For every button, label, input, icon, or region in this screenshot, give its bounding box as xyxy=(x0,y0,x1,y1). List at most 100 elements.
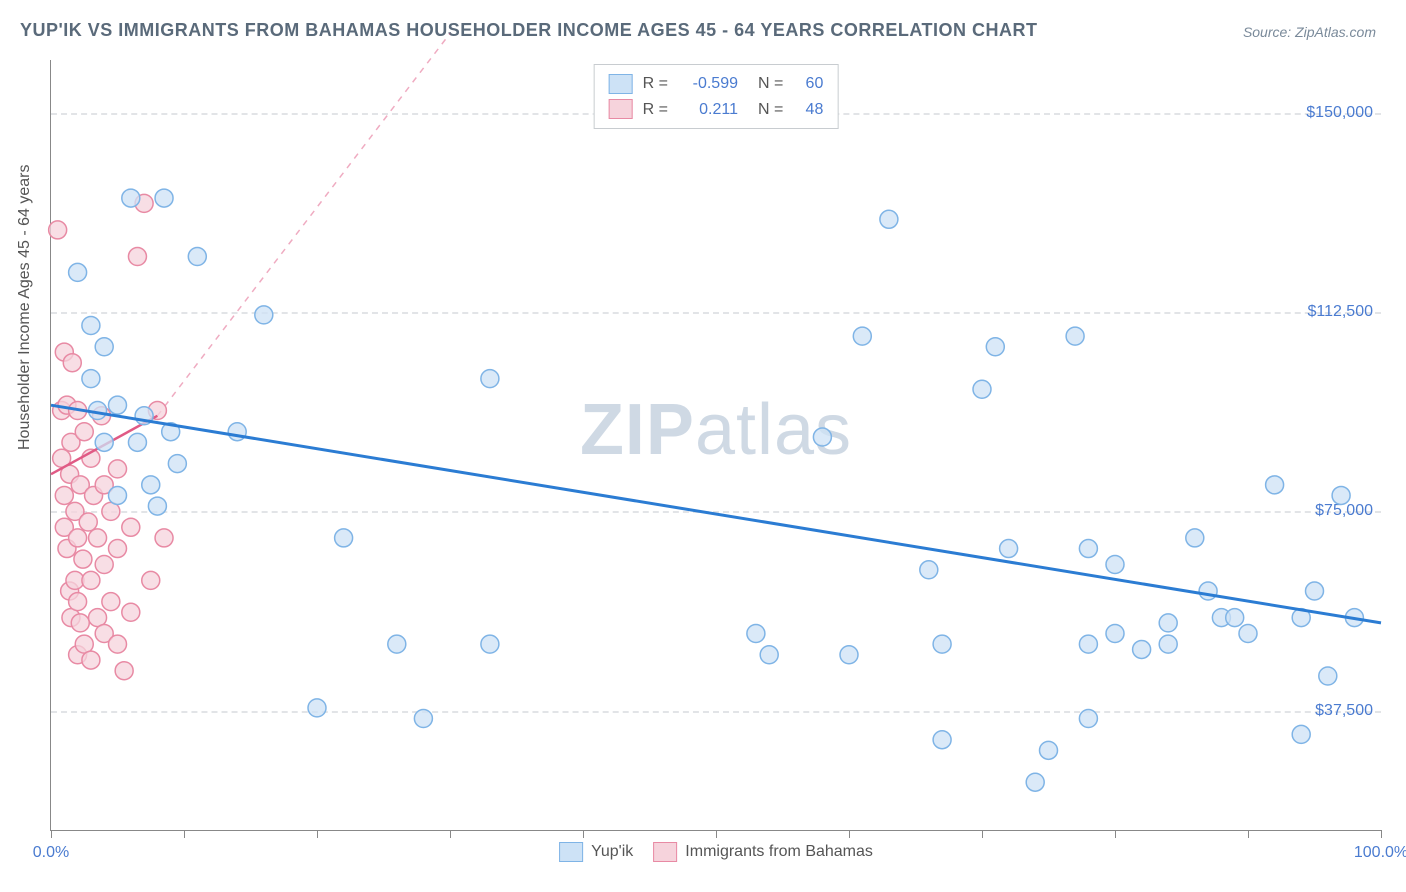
data-point xyxy=(122,603,140,621)
data-point xyxy=(49,221,67,239)
data-point xyxy=(1332,486,1350,504)
data-point xyxy=(813,428,831,446)
data-point xyxy=(82,317,100,335)
legend-swatch xyxy=(559,842,583,862)
data-point xyxy=(155,529,173,547)
data-point xyxy=(74,550,92,568)
x-tick xyxy=(716,830,717,838)
data-point xyxy=(95,555,113,573)
data-point xyxy=(69,593,87,611)
data-point xyxy=(95,338,113,356)
data-point xyxy=(142,476,160,494)
legend-label: Yup'ik xyxy=(591,843,633,861)
data-point xyxy=(1040,741,1058,759)
data-point xyxy=(1239,625,1257,643)
data-point xyxy=(973,380,991,398)
data-point xyxy=(109,396,127,414)
data-point xyxy=(109,460,127,478)
data-point xyxy=(920,561,938,579)
data-point xyxy=(109,540,127,558)
data-point xyxy=(168,455,186,473)
data-point xyxy=(760,646,778,664)
data-point xyxy=(128,247,146,265)
stat-n-label: N = xyxy=(758,71,783,97)
data-point xyxy=(102,593,120,611)
data-point xyxy=(1159,635,1177,653)
chart-title: YUP'IK VS IMMIGRANTS FROM BAHAMAS HOUSEH… xyxy=(20,20,1038,41)
legend-swatch xyxy=(609,74,633,94)
data-point xyxy=(188,247,206,265)
data-point xyxy=(853,327,871,345)
data-point xyxy=(414,709,432,727)
data-point xyxy=(1186,529,1204,547)
x-tick xyxy=(583,830,584,838)
stat-r-value: -0.599 xyxy=(678,71,738,97)
data-point xyxy=(255,306,273,324)
stat-r-label: R = xyxy=(643,97,668,123)
y-axis-label: Householder Income Ages 45 - 64 years xyxy=(16,165,34,451)
correlation-legend: R = -0.599 N = 60R =0.211N =48 xyxy=(594,64,839,129)
data-point xyxy=(109,486,127,504)
data-point xyxy=(75,423,93,441)
data-point xyxy=(69,529,87,547)
data-point xyxy=(747,625,765,643)
legend-item: Yup'ik xyxy=(559,842,633,862)
data-point xyxy=(1319,667,1337,685)
data-point xyxy=(1106,625,1124,643)
data-point xyxy=(122,518,140,536)
x-tick xyxy=(1115,830,1116,838)
data-point xyxy=(1199,582,1217,600)
data-point xyxy=(1000,540,1018,558)
legend-item: Immigrants from Bahamas xyxy=(653,842,873,862)
data-point xyxy=(148,497,166,515)
data-point xyxy=(1159,614,1177,632)
data-point xyxy=(82,571,100,589)
data-point xyxy=(388,635,406,653)
data-point xyxy=(1079,709,1097,727)
data-point xyxy=(122,189,140,207)
data-point xyxy=(69,263,87,281)
stat-n-value: 48 xyxy=(793,97,823,123)
data-point xyxy=(1066,327,1084,345)
data-point xyxy=(115,662,133,680)
series-legend: Yup'ik Immigrants from Bahamas xyxy=(559,842,873,862)
data-point xyxy=(1266,476,1284,494)
data-point xyxy=(986,338,1004,356)
data-point xyxy=(481,635,499,653)
data-point xyxy=(109,635,127,653)
scatter-plot xyxy=(51,60,1381,830)
data-point xyxy=(55,486,73,504)
plot-area: ZIPatlas $37,500$75,000$112,500$150,000 … xyxy=(50,60,1381,831)
data-point xyxy=(1026,773,1044,791)
data-point xyxy=(1306,582,1324,600)
x-tick xyxy=(450,830,451,838)
data-point xyxy=(142,571,160,589)
data-point xyxy=(481,370,499,388)
data-point xyxy=(933,731,951,749)
x-tick xyxy=(849,830,850,838)
data-point xyxy=(128,433,146,451)
data-point xyxy=(933,635,951,653)
data-point xyxy=(880,210,898,228)
data-point xyxy=(95,433,113,451)
legend-label: Immigrants from Bahamas xyxy=(685,843,873,861)
data-point xyxy=(89,529,107,547)
x-tick xyxy=(51,830,52,838)
data-point xyxy=(1133,640,1151,658)
data-point xyxy=(82,651,100,669)
data-point xyxy=(840,646,858,664)
legend-swatch xyxy=(609,99,633,119)
trend-projection xyxy=(157,33,450,415)
data-point xyxy=(1079,635,1097,653)
stat-n-value: 60 xyxy=(793,71,823,97)
legend-stat-row: R =0.211N =48 xyxy=(609,97,824,123)
data-point xyxy=(155,189,173,207)
x-tick-label: 0.0% xyxy=(33,844,69,862)
data-point xyxy=(335,529,353,547)
x-tick xyxy=(317,830,318,838)
x-tick xyxy=(184,830,185,838)
legend-stat-row: R =-0.599N =60 xyxy=(609,71,824,97)
data-point xyxy=(308,699,326,717)
trend-line xyxy=(51,405,1381,623)
x-tick xyxy=(1381,830,1382,838)
